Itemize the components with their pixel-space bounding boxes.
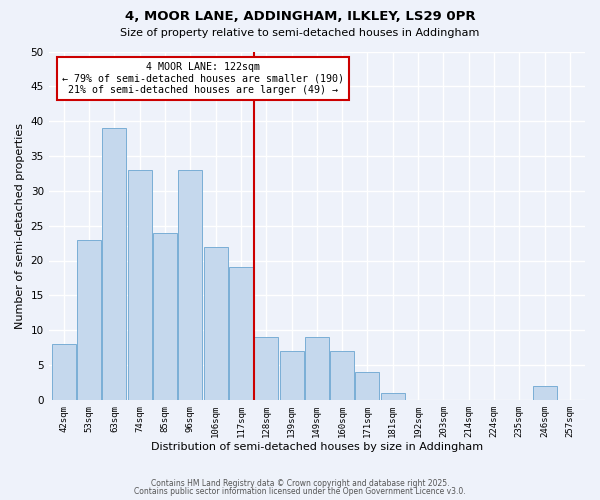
Text: Contains public sector information licensed under the Open Government Licence v3: Contains public sector information licen… <box>134 487 466 496</box>
Bar <box>203 246 227 400</box>
Bar <box>178 170 202 400</box>
X-axis label: Distribution of semi-detached houses by size in Addingham: Distribution of semi-detached houses by … <box>151 442 483 452</box>
Text: Size of property relative to semi-detached houses in Addingham: Size of property relative to semi-detach… <box>121 28 479 38</box>
Bar <box>153 232 177 400</box>
Bar <box>305 337 329 400</box>
Bar <box>128 170 152 400</box>
Bar <box>330 351 354 400</box>
Bar <box>52 344 76 400</box>
Bar <box>103 128 127 400</box>
Y-axis label: Number of semi-detached properties: Number of semi-detached properties <box>15 122 25 328</box>
Bar <box>254 337 278 400</box>
Text: 4, MOOR LANE, ADDINGHAM, ILKLEY, LS29 0PR: 4, MOOR LANE, ADDINGHAM, ILKLEY, LS29 0P… <box>125 10 475 23</box>
Bar <box>77 240 101 400</box>
Bar <box>229 268 253 400</box>
Bar <box>381 393 405 400</box>
Bar <box>355 372 379 400</box>
Text: Contains HM Land Registry data © Crown copyright and database right 2025.: Contains HM Land Registry data © Crown c… <box>151 478 449 488</box>
Bar <box>533 386 557 400</box>
Bar <box>280 351 304 400</box>
Text: 4 MOOR LANE: 122sqm
← 79% of semi-detached houses are smaller (190)
21% of semi-: 4 MOOR LANE: 122sqm ← 79% of semi-detach… <box>62 62 344 95</box>
